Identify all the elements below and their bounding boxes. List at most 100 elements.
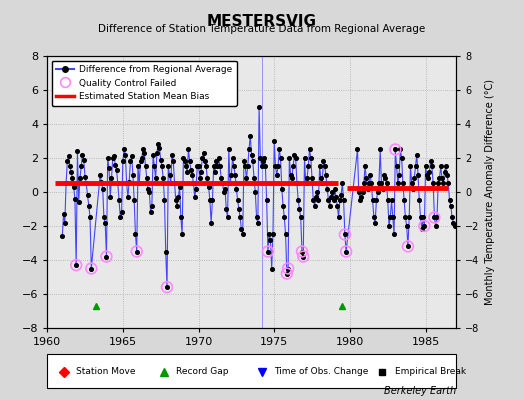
Point <box>120 146 128 153</box>
Point <box>245 146 253 153</box>
Point <box>228 155 237 161</box>
Point <box>390 231 398 238</box>
Point <box>154 141 162 148</box>
Point <box>438 175 446 182</box>
Point <box>133 248 141 255</box>
Point <box>289 163 297 170</box>
Point <box>159 175 167 182</box>
Point <box>225 146 233 153</box>
Point <box>62 180 70 187</box>
Point <box>227 172 235 178</box>
Point <box>264 248 272 255</box>
Point <box>430 214 439 221</box>
Point <box>377 180 386 187</box>
Point <box>415 197 423 204</box>
Legend: Difference from Regional Average, Quality Control Failed, Estimated Station Mean: Difference from Regional Average, Qualit… <box>52 60 236 106</box>
Point <box>406 163 414 170</box>
Point <box>163 284 171 290</box>
Point <box>303 175 311 182</box>
Point <box>135 180 144 187</box>
Point <box>368 197 377 204</box>
Point <box>329 197 337 204</box>
Point <box>248 158 257 165</box>
Point <box>355 189 363 195</box>
Point <box>68 175 77 182</box>
Point <box>61 219 69 226</box>
Point <box>64 153 73 160</box>
Point <box>158 163 166 170</box>
Text: Station Move: Station Move <box>76 368 135 376</box>
Point <box>295 206 303 212</box>
Point <box>338 180 346 187</box>
Point <box>81 174 89 180</box>
Point <box>266 236 275 243</box>
Point <box>370 214 378 221</box>
Point <box>291 155 300 161</box>
Point <box>424 175 432 182</box>
Point <box>284 265 292 272</box>
Point <box>195 175 204 182</box>
Point <box>257 163 266 170</box>
Point <box>336 197 344 204</box>
Point <box>308 175 316 182</box>
Point <box>112 167 121 173</box>
Point <box>404 243 412 250</box>
Point <box>59 211 68 217</box>
Point <box>134 163 142 170</box>
Point <box>430 214 439 221</box>
Point <box>367 180 376 187</box>
Point <box>421 163 430 170</box>
Point <box>240 158 248 165</box>
Point <box>334 214 343 221</box>
Point <box>442 163 450 170</box>
Text: Empirical Break: Empirical Break <box>395 368 466 376</box>
Point <box>116 214 125 221</box>
Point <box>341 231 349 238</box>
Point <box>167 180 175 187</box>
Point <box>297 214 305 221</box>
Point <box>448 214 456 221</box>
Point <box>163 284 171 290</box>
Point <box>371 219 379 226</box>
Point <box>265 231 274 238</box>
Point <box>259 158 267 165</box>
Point <box>180 158 189 165</box>
Point <box>78 151 86 158</box>
Point <box>145 189 154 195</box>
Point <box>357 194 365 200</box>
Point <box>310 202 319 209</box>
Text: Time of Obs. Change: Time of Obs. Change <box>274 368 368 376</box>
Point <box>217 175 225 182</box>
Point <box>176 184 184 190</box>
Point <box>250 175 258 182</box>
Point <box>80 156 88 163</box>
Point <box>428 163 436 170</box>
Point <box>312 194 320 200</box>
Point <box>299 254 308 260</box>
Point <box>276 155 285 161</box>
Point <box>446 202 455 209</box>
Y-axis label: Monthly Temperature Anomaly Difference (°C): Monthly Temperature Anomaly Difference (… <box>485 79 495 305</box>
Point <box>417 214 425 221</box>
Point <box>397 155 406 161</box>
Point <box>161 248 170 255</box>
Point <box>213 163 222 170</box>
Point <box>275 146 283 153</box>
Point <box>148 202 156 209</box>
Point <box>342 248 351 255</box>
Point <box>202 163 210 170</box>
Point <box>293 180 301 187</box>
Point <box>387 197 396 204</box>
Point <box>256 155 265 161</box>
Point <box>246 133 255 139</box>
Point <box>184 146 193 153</box>
Point <box>146 209 155 216</box>
Point <box>77 163 85 170</box>
Point <box>294 197 302 204</box>
Point <box>212 158 221 165</box>
Point <box>414 172 422 178</box>
Point <box>179 155 188 161</box>
Point <box>230 163 238 170</box>
Point <box>342 248 351 255</box>
Point <box>207 219 215 226</box>
